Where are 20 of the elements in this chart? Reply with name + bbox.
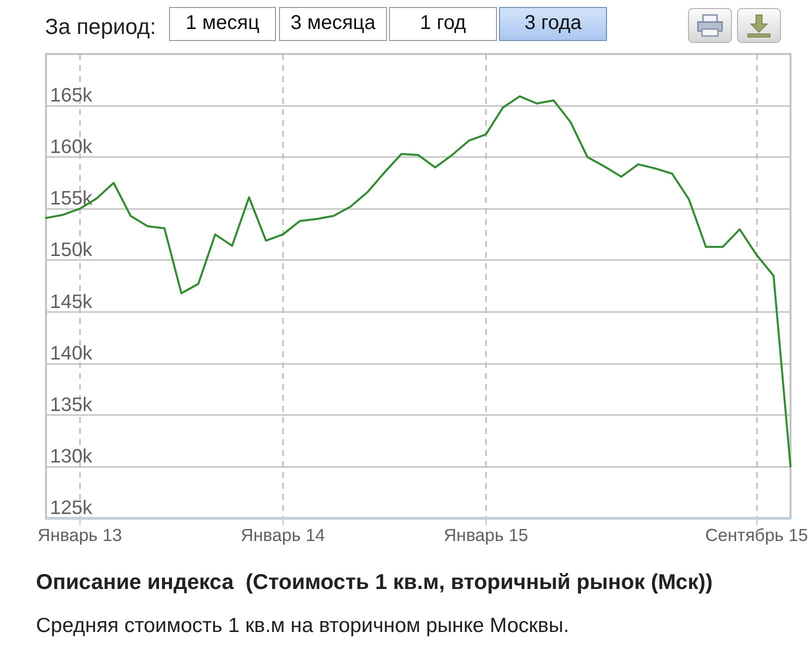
y-tick-label: 165k <box>50 84 93 107</box>
text: Описание индекса (Стоимость 1 кв.м, вторичный рынок (Мск)) <box>36 569 713 595</box>
y-tick-label: 130k <box>50 445 93 468</box>
y-tick-label: 135k <box>50 394 93 416</box>
y-tick-label: 140k <box>50 342 93 364</box>
text: За период: <box>45 13 156 41</box>
y-tick-label: 160k <box>50 136 93 158</box>
button: 1 год <box>389 7 497 41</box>
x-tick-label: Январь 14 <box>240 525 326 545</box>
text: Средняя стоимость 1 кв.м на вторичном рынке Москвы. <box>36 613 570 639</box>
x-tick-label: Январь 15 <box>444 525 528 545</box>
y-tick-label: 125k <box>50 497 93 519</box>
y-tick-label: 145k <box>50 290 93 313</box>
y-tick-label: 155k <box>50 188 93 210</box>
x-tick-label: Январь 13 <box>38 525 122 545</box>
button: 3 года <box>499 7 607 41</box>
button: 3 месяца <box>279 7 387 41</box>
y-tick-label: 150k <box>50 239 93 262</box>
x-tick-label: Сентябрь 15 <box>705 525 808 545</box>
button: 1 месяц <box>169 7 276 41</box>
